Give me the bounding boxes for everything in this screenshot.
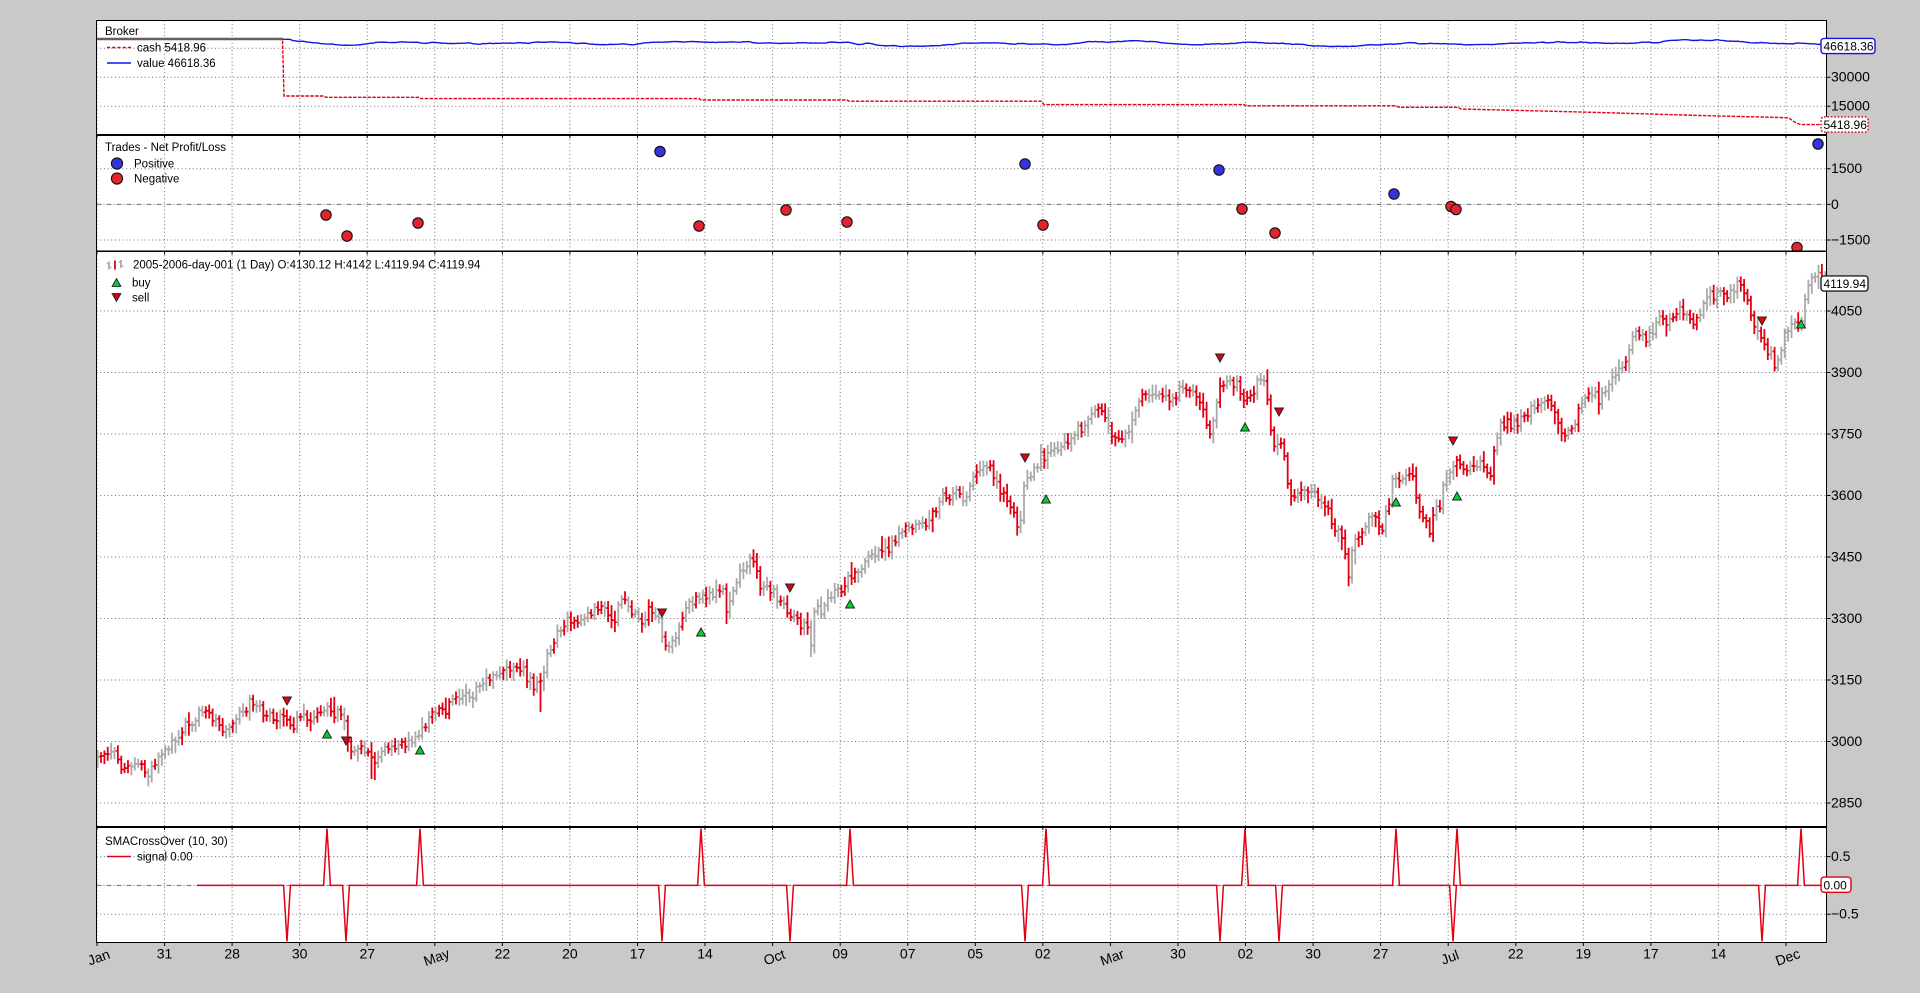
svg-text:signal 0.00: signal 0.00 xyxy=(137,852,193,864)
svg-text:22: 22 xyxy=(495,946,511,962)
svg-text:Jan: Jan xyxy=(85,946,112,969)
svg-text:07: 07 xyxy=(900,946,916,962)
svg-text:05: 05 xyxy=(967,946,983,962)
svg-text:−0.5: −0.5 xyxy=(1831,906,1859,922)
svg-text:28: 28 xyxy=(224,946,240,962)
svg-text:3300: 3300 xyxy=(1831,610,1862,626)
svg-text:20: 20 xyxy=(562,946,578,962)
svg-text:Mar: Mar xyxy=(1098,945,1126,968)
svg-text:SMACrossOver (10, 30): SMACrossOver (10, 30) xyxy=(105,836,228,848)
svg-text:value 46618.36: value 46618.36 xyxy=(137,58,216,70)
svg-text:02: 02 xyxy=(1035,946,1051,962)
svg-text:15000: 15000 xyxy=(1831,98,1870,114)
svg-text:Broker: Broker xyxy=(105,26,139,38)
svg-text:3750: 3750 xyxy=(1831,426,1862,442)
svg-text:14: 14 xyxy=(1711,946,1727,962)
svg-text:3900: 3900 xyxy=(1831,364,1862,380)
svg-text:30: 30 xyxy=(1170,946,1186,962)
svg-text:5418.96: 5418.96 xyxy=(1824,118,1868,132)
svg-text:0: 0 xyxy=(1831,196,1839,212)
svg-text:Positive: Positive xyxy=(134,159,174,171)
svg-text:27: 27 xyxy=(1373,946,1389,962)
svg-text:0.5: 0.5 xyxy=(1831,848,1851,864)
svg-text:46618.36: 46618.36 xyxy=(1824,40,1874,54)
svg-text:4119.94: 4119.94 xyxy=(1824,277,1867,291)
svg-text:3000: 3000 xyxy=(1831,733,1862,749)
svg-text:Trades - Net Profit/Loss: Trades - Net Profit/Loss xyxy=(105,142,226,154)
svg-text:3600: 3600 xyxy=(1831,487,1862,503)
svg-text:sell: sell xyxy=(132,293,149,305)
svg-text:buy: buy xyxy=(132,278,151,290)
svg-text:17: 17 xyxy=(630,946,646,962)
svg-text:2005-2006-day-001 (1 Day) O:41: 2005-2006-day-001 (1 Day) O:4130.12 H:41… xyxy=(133,260,481,272)
svg-text:3150: 3150 xyxy=(1831,672,1862,688)
svg-text:Negative: Negative xyxy=(134,174,179,186)
svg-text:09: 09 xyxy=(832,946,848,962)
svg-text:Oct: Oct xyxy=(761,946,787,969)
svg-text:3450: 3450 xyxy=(1831,549,1862,565)
svg-text:30: 30 xyxy=(1305,946,1321,962)
svg-text:22: 22 xyxy=(1508,946,1524,962)
svg-text:14: 14 xyxy=(697,946,713,962)
svg-text:Jul: Jul xyxy=(1439,946,1461,967)
svg-text:31: 31 xyxy=(157,946,173,962)
svg-text:27: 27 xyxy=(359,946,375,962)
svg-text:02: 02 xyxy=(1238,946,1254,962)
svg-text:4050: 4050 xyxy=(1831,303,1862,319)
svg-text:30: 30 xyxy=(292,946,308,962)
svg-text:2850: 2850 xyxy=(1831,795,1862,811)
svg-text:30000: 30000 xyxy=(1831,69,1870,85)
svg-text:−1500: −1500 xyxy=(1831,232,1871,248)
svg-text:19: 19 xyxy=(1576,946,1592,962)
svg-text:17: 17 xyxy=(1643,946,1659,962)
svg-text:0.00: 0.00 xyxy=(1824,878,1848,892)
svg-text:cash 5418.96: cash 5418.96 xyxy=(137,43,206,55)
svg-text:1500: 1500 xyxy=(1831,160,1862,176)
